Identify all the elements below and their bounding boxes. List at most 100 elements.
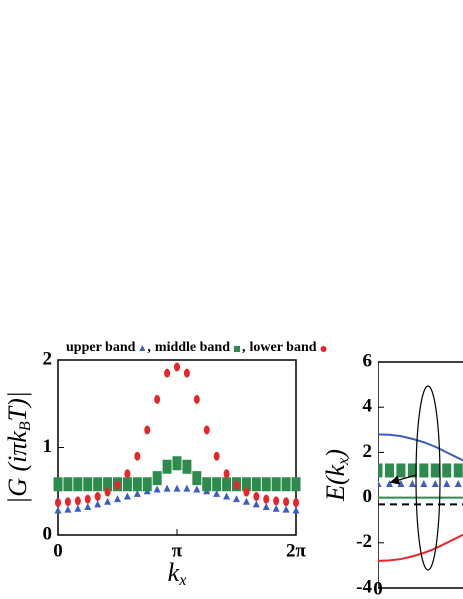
circle-marker — [203, 425, 210, 435]
y-tick-label: 0 — [43, 523, 53, 544]
circle-marker — [154, 394, 161, 404]
square-marker — [442, 463, 452, 478]
y-tick-label: 0 — [363, 486, 373, 507]
triangle-marker — [94, 500, 102, 508]
triangle-marker — [282, 505, 290, 513]
triangle-marker — [223, 492, 231, 500]
triangle-marker — [133, 489, 141, 497]
triangle-marker — [454, 480, 462, 488]
square-marker — [384, 463, 394, 478]
triangle-marker — [74, 504, 82, 512]
y-axis-label: |G (iπkBT)| — [3, 391, 34, 504]
circle-marker — [144, 425, 151, 435]
triangle-marker — [385, 480, 393, 488]
triangle-marker — [54, 506, 62, 514]
series-line — [378, 433, 463, 462]
square-marker — [222, 477, 232, 492]
annotation-ellipse — [415, 385, 441, 571]
label-part: E(k — [321, 464, 350, 502]
square-marker — [378, 463, 383, 478]
annotation-arrow — [389, 474, 417, 485]
triangle-marker — [292, 506, 300, 514]
circle-marker — [114, 480, 121, 490]
label-part: k — [168, 558, 180, 587]
square-marker — [241, 477, 251, 492]
series-line — [378, 533, 463, 562]
circle-marker — [74, 496, 81, 506]
square-marker — [142, 477, 152, 492]
circle-marker — [104, 487, 111, 497]
square-marker — [251, 477, 261, 492]
circle-marker — [174, 362, 180, 372]
triangle-marker — [84, 503, 92, 510]
plot-area — [378, 361, 463, 589]
circle-marker — [253, 492, 260, 501]
square-marker — [396, 463, 406, 478]
y-tick-label: 2 — [363, 441, 373, 462]
square-marker — [291, 477, 301, 492]
x-tick-label: 0 — [53, 540, 63, 561]
triangle-marker — [420, 480, 428, 488]
circle-marker — [223, 469, 230, 479]
square-marker — [93, 477, 103, 492]
triangle-marker — [183, 484, 191, 492]
circle-marker — [193, 394, 200, 404]
label-subscript: B — [17, 421, 34, 431]
circle-marker — [55, 498, 61, 508]
square-marker — [162, 459, 172, 474]
triangle-marker — [64, 505, 72, 513]
square-marker — [192, 471, 202, 486]
legend-marker — [139, 345, 146, 351]
square-marker — [103, 477, 113, 492]
square-marker — [407, 463, 417, 478]
legend-separator: , — [147, 340, 151, 355]
triangle-marker — [213, 489, 221, 497]
y-tick-label: 2 — [43, 348, 53, 369]
label-subscript: x — [178, 572, 186, 589]
triangle-marker — [242, 497, 250, 505]
right-chart: -4 -2 0 2 4 6 0 E(kx) — [321, 350, 463, 599]
triangle-marker — [173, 484, 181, 492]
square-marker — [152, 471, 162, 486]
circle-marker — [134, 451, 141, 461]
triangle-marker — [252, 500, 260, 508]
square-marker — [172, 456, 182, 471]
x-axis-label: kx — [168, 558, 187, 589]
x-tick-label: 0 — [373, 578, 383, 599]
y-tick-label: 1 — [43, 436, 53, 457]
triangle-marker — [262, 503, 270, 510]
circle-marker — [273, 496, 280, 506]
triangle-marker — [123, 492, 131, 500]
square-marker — [63, 477, 73, 492]
square-marker — [132, 477, 142, 492]
square-marker — [430, 463, 440, 478]
triangle-marker — [431, 480, 439, 488]
square-marker — [419, 463, 429, 478]
triangle-marker — [163, 484, 171, 492]
legend-marker — [320, 346, 327, 352]
square-marker — [83, 477, 93, 492]
legend-separator: , — [242, 340, 246, 355]
triangle-marker — [104, 497, 112, 505]
legend-label: middle band — [155, 340, 230, 355]
triangle-marker — [193, 485, 201, 493]
y-tick-label: -4 — [356, 576, 372, 597]
circle-marker — [213, 451, 220, 461]
label-subscript: x — [335, 458, 352, 466]
y-tick-label: -2 — [356, 531, 372, 552]
triangle-marker — [408, 480, 416, 488]
circle-marker — [293, 498, 299, 508]
square-marker — [202, 477, 212, 492]
x-tick-label: π — [172, 540, 183, 561]
circle-marker — [283, 497, 290, 507]
triangle-marker — [233, 495, 240, 503]
square-marker — [271, 477, 281, 492]
y-tick-label: 4 — [363, 396, 373, 417]
square-marker — [182, 459, 192, 474]
square-marker — [73, 477, 83, 492]
triangle-marker — [397, 480, 405, 488]
legend-label: lower band — [250, 340, 317, 355]
circle-marker — [164, 368, 171, 378]
y-tick-label: 6 — [363, 350, 373, 371]
